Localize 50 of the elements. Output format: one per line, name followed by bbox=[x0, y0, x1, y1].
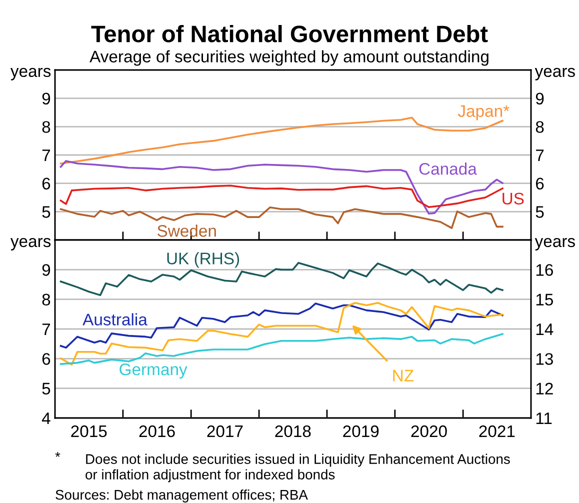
y-tick-label: 9 bbox=[42, 264, 50, 276]
source-note: Sources: Debt management offices; RBA bbox=[56, 490, 308, 502]
series-label: Sweden bbox=[157, 224, 216, 237]
y-tick-label: 6 bbox=[42, 178, 50, 190]
y2-tick-label: 15 bbox=[536, 294, 554, 306]
y2-tick-label: 8 bbox=[536, 121, 544, 133]
y2-tick-label: 12 bbox=[536, 382, 553, 394]
x-tick-label: 2017 bbox=[207, 425, 243, 438]
chart-subtitle: Average of securities weighted by amount outstanding bbox=[90, 50, 488, 66]
y-tick-label: 7 bbox=[42, 150, 50, 162]
y2-tick-label: 13 bbox=[536, 353, 553, 365]
series-label: Canada bbox=[419, 162, 477, 175]
y-tick-label: 5 bbox=[42, 382, 50, 395]
line-series bbox=[60, 184, 504, 208]
series-label: Japan* bbox=[458, 105, 510, 120]
y2-tick-label: 7 bbox=[536, 150, 544, 162]
x-tick-label: 2021 bbox=[479, 425, 515, 438]
y2-tick-label: 11 bbox=[536, 412, 552, 424]
text: NZ bbox=[393, 370, 414, 382]
y2-tick-label: 6 bbox=[536, 178, 544, 190]
y-tick-label: 4 bbox=[42, 412, 50, 424]
y-tick-label: 8 bbox=[42, 294, 50, 306]
x-tick-label: 2015 bbox=[71, 425, 107, 438]
y-axis-title: years bbox=[10, 68, 51, 80]
chart-title: Tenor of National Government Debt bbox=[91, 24, 488, 42]
line-series bbox=[60, 160, 504, 215]
line-series bbox=[60, 302, 504, 349]
y-axis-title: years bbox=[10, 238, 51, 250]
text: * bbox=[55, 452, 60, 457]
series-label: UK (RHS) bbox=[167, 252, 240, 268]
line-series bbox=[60, 333, 504, 365]
y2-tick-label: 5 bbox=[536, 206, 544, 218]
series-label: Australia bbox=[82, 313, 148, 326]
y2-axis-title: years bbox=[534, 68, 575, 80]
x-tick-label: 2019 bbox=[343, 425, 379, 438]
y-tick-label: 8 bbox=[42, 121, 50, 133]
y2-axis-title: years bbox=[534, 238, 575, 250]
y-tick-label: 6 bbox=[42, 353, 50, 365]
y2-tick-label: 9 bbox=[536, 92, 544, 105]
y-tick-label: 9 bbox=[42, 92, 50, 105]
series-label: Germany bbox=[120, 364, 188, 379]
series-label: US bbox=[502, 192, 524, 205]
y2-tick-label: 16 bbox=[536, 264, 553, 276]
y-tick-label: 7 bbox=[42, 324, 50, 336]
x-tick-label: 2016 bbox=[139, 425, 175, 438]
x-tick-label: 2020 bbox=[411, 425, 447, 438]
y2-tick-label: 14 bbox=[536, 324, 554, 336]
text: Does not include securities issued in Liquidity Enhancement Auctions or inflation adjustment for indexed bonds bbox=[86, 454, 510, 482]
y-tick-label: 5 bbox=[42, 206, 50, 218]
x-tick-label: 2018 bbox=[275, 425, 311, 438]
